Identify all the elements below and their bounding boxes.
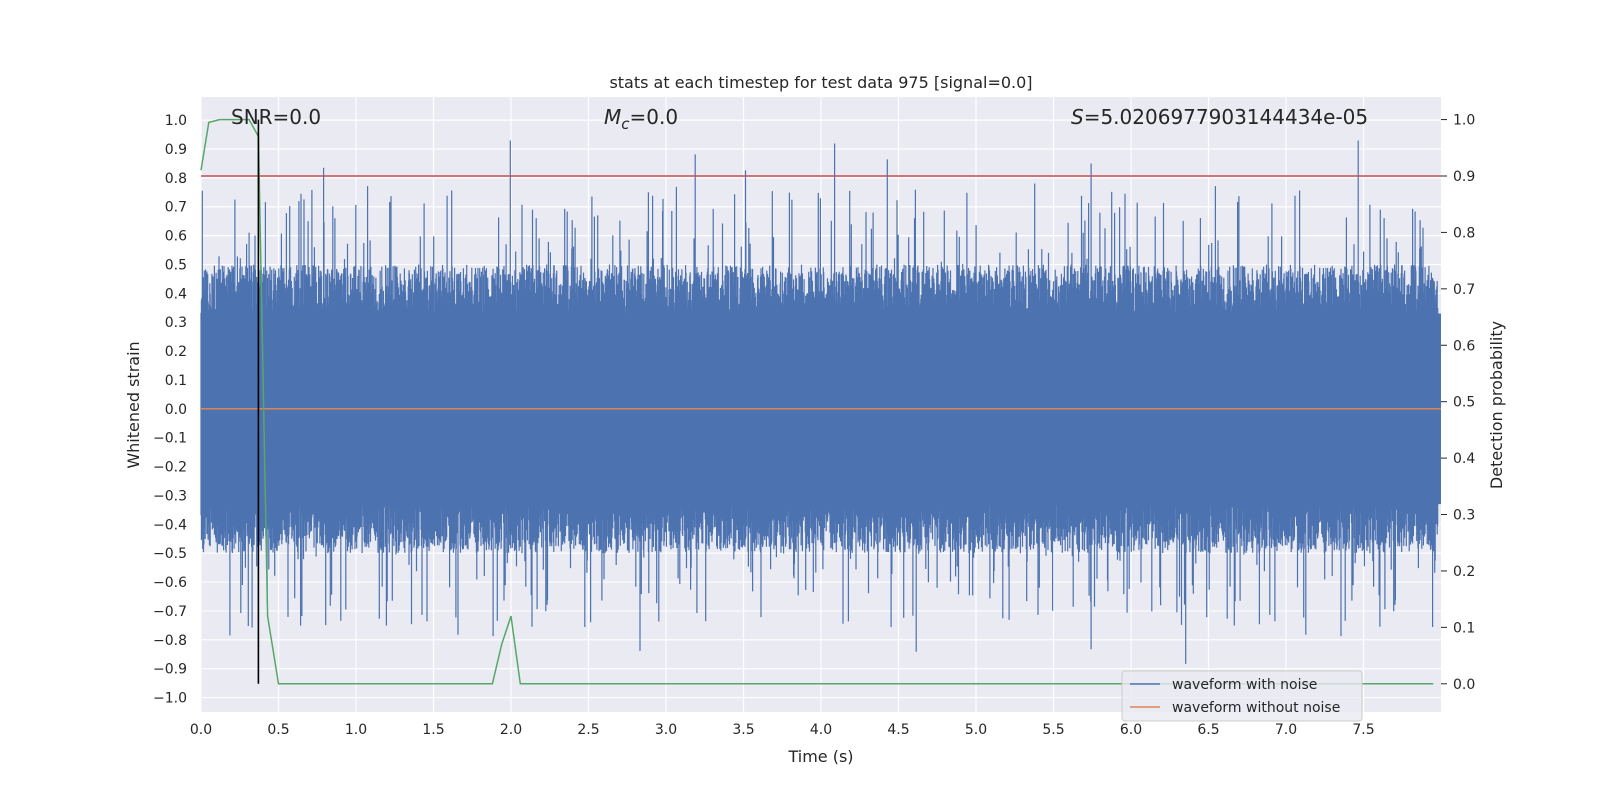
annotation-mc-value: =0.0 (630, 105, 679, 129)
x-tick-label: 1.0 (345, 722, 367, 738)
legend-box (1121, 670, 1363, 722)
y-tick-label: −0.3 (153, 488, 187, 504)
x-tick-label: 7.5 (1352, 722, 1374, 738)
x-tick-label: 4.5 (887, 722, 909, 738)
chart-title: stats at each timestep for test data 975… (609, 73, 1032, 92)
y-tick-label: 0.3 (165, 315, 187, 331)
series-detection-probability (200, 118, 1434, 685)
y-tick-label: −0.1 (153, 431, 187, 447)
annotation-mc-sub: c (621, 115, 630, 133)
y-tick-label: 0.5 (165, 257, 187, 273)
annotation-mc-symbol: M (604, 105, 621, 129)
x-tick-label: 5.5 (1042, 722, 1064, 738)
y-right-tick-label: 0.8 (1453, 225, 1475, 241)
legend-label-clean: waveform without noise (1172, 700, 1340, 716)
y-axis-ticks: 1.0 0.9 0.8 0.7 0.6 0.5 0.4 0.3 0.2 0.1 0.0 −0.1 −0.… (153, 113, 187, 706)
y-tick-label: −0.9 (153, 662, 187, 678)
y-right-tick-label: 1.0 (1453, 113, 1475, 129)
y-right-axis-label: Detection probability (1487, 321, 1506, 489)
y-tick-label: 1.0 (165, 113, 187, 129)
x-tick-label: 1.5 (422, 722, 444, 738)
y-tick-label: −0.6 (153, 575, 187, 591)
y-right-tick-label: 0.2 (1453, 564, 1475, 580)
y-right-tick-label: 0.7 (1453, 282, 1475, 298)
y-tick-label: 0.7 (165, 200, 187, 216)
y-tick-label: −1.0 (153, 691, 187, 707)
y-tick-label: 0.6 (165, 229, 187, 245)
x-tick-label: 3.0 (655, 722, 677, 738)
y-tick-label: −0.8 (153, 633, 187, 649)
y-tick-label: 0.0 (165, 402, 187, 418)
x-tick-label: 4.0 (810, 722, 832, 738)
x-tick-label: 0.5 (267, 722, 289, 738)
legend-label-noise: waveform with noise (1172, 677, 1317, 693)
x-tick-label: 6.5 (1197, 722, 1219, 738)
x-axis-label: Time (s) (787, 747, 853, 766)
x-axis-ticks: 0.0 0.5 1.0 1.5 2.0 2.5 3.0 3.5 4.0 4.5 5.0 5.5 6.0 6… (190, 722, 1375, 738)
y-tick-label: 0.4 (165, 286, 187, 302)
y-tick-label: −0.2 (153, 460, 187, 476)
annotation-s-symbol: S (1071, 105, 1084, 129)
x-tick-label: 5.0 (965, 722, 987, 738)
y-tick-label: 0.1 (165, 373, 187, 389)
y-tick-label: 0.8 (165, 171, 187, 187)
y-right-tick-label: 0.6 (1453, 338, 1475, 354)
x-tick-label: 3.5 (732, 722, 754, 738)
y-axis-label: Whitened strain (124, 341, 143, 468)
x-tick-label: 2.0 (500, 722, 522, 738)
x-tick-label: 7.0 (1275, 722, 1297, 738)
y-tick-label: 0.9 (165, 142, 187, 158)
y-right-tick-label: 0.0 (1453, 677, 1475, 693)
y-tick-label: −0.5 (153, 546, 187, 562)
annotation-mc: Mc=0.0 (604, 105, 678, 133)
x-tick-label: 0.0 (190, 722, 212, 738)
annotation-s-value: =5.0206977903144434e-05 (1084, 105, 1368, 129)
legend: waveform with noise waveform without noi… (1121, 670, 1363, 722)
x-tick-label: 2.5 (577, 722, 599, 738)
y-right-tick-label: 0.3 (1453, 508, 1475, 524)
x-tick-label: 6.0 (1120, 722, 1142, 738)
y-tick-label: −0.7 (153, 604, 187, 620)
y-right-tick-label: 0.9 (1453, 169, 1475, 185)
y-right-tick-label: 0.4 (1453, 451, 1475, 467)
annotation-snr: SNR=0.0 (231, 105, 321, 129)
y-tick-label: −0.4 (153, 517, 187, 533)
y-right-axis-ticks: 1.0 0.9 0.8 0.7 0.6 0.5 0.4 0.3 0.2 0.1 0.0 (1441, 113, 1475, 693)
y-tick-label: 0.2 (165, 344, 187, 360)
y-right-tick-label: 0.5 (1453, 395, 1475, 411)
y-right-tick-label: 0.1 (1453, 620, 1475, 636)
annotation-s: S=5.0206977903144434e-05 (1071, 105, 1368, 129)
series-lines (200, 118, 1441, 685)
